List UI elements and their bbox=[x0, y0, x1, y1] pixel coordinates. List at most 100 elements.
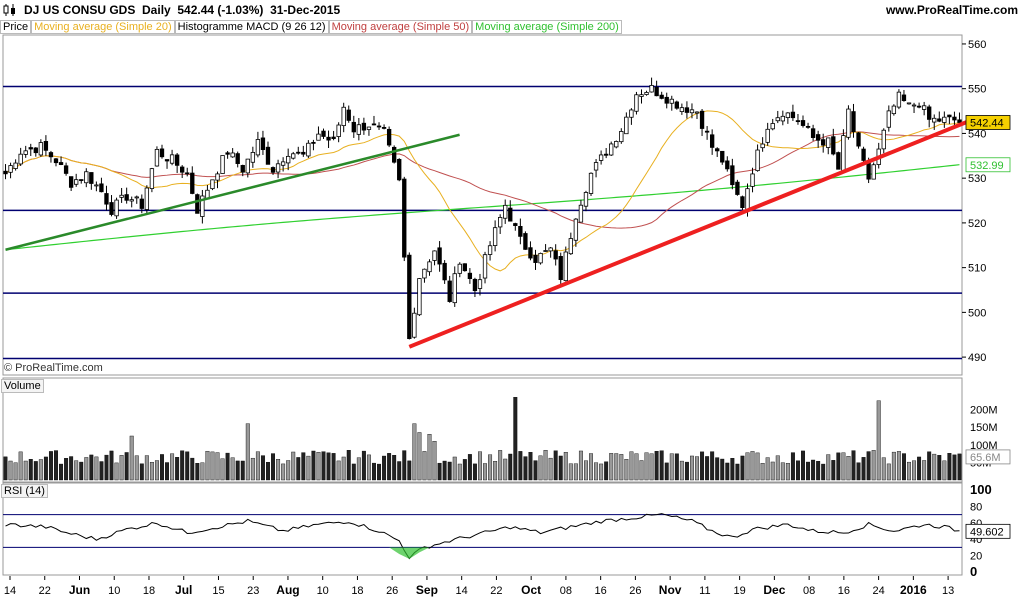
candle-body bbox=[109, 202, 114, 215]
volume-bar bbox=[89, 454, 94, 481]
volume-bar bbox=[387, 453, 392, 481]
x-tick-label: 13 bbox=[942, 585, 954, 597]
candle-body bbox=[775, 117, 780, 122]
candle-body bbox=[3, 170, 8, 175]
volume-bar bbox=[467, 454, 472, 481]
volume-bar bbox=[679, 460, 684, 481]
volume-bar bbox=[578, 450, 583, 481]
trend-line bbox=[408, 115, 981, 349]
volume-bar bbox=[144, 455, 149, 481]
price-tag-label: 532.99 bbox=[970, 160, 1004, 172]
candle-body bbox=[185, 172, 190, 175]
volume-bar bbox=[765, 457, 770, 481]
volume-bar bbox=[604, 461, 609, 481]
volume-bar bbox=[689, 455, 694, 481]
x-tick-label: Sep bbox=[416, 583, 438, 597]
volume-bar bbox=[260, 455, 265, 481]
volume-bar bbox=[442, 460, 447, 481]
volume-bar bbox=[720, 458, 725, 481]
candle-body bbox=[38, 142, 44, 156]
candle-body bbox=[467, 272, 473, 280]
candle-body bbox=[351, 121, 356, 133]
candle-body bbox=[114, 199, 119, 217]
volume-bar bbox=[170, 453, 175, 481]
volume-bar bbox=[649, 453, 654, 481]
volume-bar bbox=[821, 463, 826, 481]
candle-body bbox=[169, 154, 175, 164]
volume-bar bbox=[922, 460, 927, 481]
candle-body bbox=[916, 105, 922, 108]
candle-body bbox=[275, 163, 281, 173]
volume-bar bbox=[760, 462, 765, 481]
candle-body bbox=[851, 111, 856, 133]
volume-bar bbox=[871, 450, 876, 481]
volume-bar bbox=[372, 462, 376, 481]
volume-bar bbox=[210, 451, 215, 481]
volume-bar bbox=[735, 463, 740, 481]
volume-bar bbox=[392, 455, 397, 481]
candle-body bbox=[53, 158, 59, 164]
x-tick-label: Jul bbox=[175, 583, 192, 597]
volume-bar bbox=[286, 460, 291, 481]
candle-body bbox=[306, 142, 311, 157]
candle-body bbox=[694, 111, 700, 114]
legend-item-4[interactable]: Moving average (Simple 200) bbox=[472, 20, 622, 34]
volume-bar bbox=[377, 463, 381, 481]
volume-bar bbox=[64, 458, 69, 481]
candle-body bbox=[381, 127, 387, 129]
volume-bar bbox=[896, 451, 901, 481]
candle-body bbox=[23, 150, 28, 155]
volume-bar bbox=[220, 458, 225, 481]
volume-bar bbox=[28, 459, 33, 481]
candle-body bbox=[720, 150, 725, 163]
price-tick-label: 490 bbox=[968, 352, 986, 364]
volume-bar bbox=[331, 453, 336, 481]
x-tick-label: Nov bbox=[659, 583, 682, 597]
candle-body bbox=[124, 194, 129, 201]
volume-bar bbox=[927, 451, 932, 481]
provider-site[interactable]: www.ProRealTime.com bbox=[885, 3, 1018, 17]
volume-bar bbox=[301, 452, 306, 481]
candle-body bbox=[674, 101, 679, 109]
volume-bar bbox=[785, 463, 790, 481]
volume-bar bbox=[134, 455, 139, 481]
volume-bar bbox=[841, 452, 846, 481]
candle-body bbox=[603, 153, 609, 156]
ma200-line bbox=[5, 164, 960, 251]
x-tick-label: 10 bbox=[317, 585, 329, 597]
legend-item-0[interactable]: Price bbox=[0, 20, 32, 34]
volume-bar bbox=[634, 453, 639, 481]
candle-body bbox=[376, 125, 382, 128]
legend-item-2[interactable]: Histogramme MACD (9 26 12) bbox=[174, 20, 329, 34]
volume-bar bbox=[508, 453, 513, 481]
volume-bar bbox=[276, 459, 281, 481]
candle-body bbox=[841, 135, 846, 173]
volume-bar bbox=[200, 462, 205, 481]
volume-bar bbox=[563, 451, 568, 481]
rsi-tick-label: 0 bbox=[970, 564, 977, 579]
candle-body bbox=[164, 159, 170, 162]
candle-body bbox=[331, 136, 336, 139]
candle-body bbox=[891, 105, 897, 115]
volume-bar bbox=[341, 456, 346, 481]
x-tick-label: 2016 bbox=[900, 583, 927, 597]
candle-body bbox=[644, 92, 649, 95]
legend-item-3[interactable]: Moving average (Simple 50) bbox=[328, 20, 473, 34]
volume-bar bbox=[139, 463, 144, 481]
candle-body bbox=[210, 179, 215, 190]
volume-bar bbox=[907, 461, 911, 481]
candle-body bbox=[58, 162, 64, 165]
volume-bar bbox=[154, 460, 159, 481]
legend-item-1[interactable]: Moving average (Simple 20) bbox=[31, 20, 175, 34]
volume-bar bbox=[402, 450, 407, 481]
candle-body bbox=[543, 250, 548, 252]
x-tick-label: 10 bbox=[108, 585, 120, 597]
candle-body bbox=[139, 198, 144, 209]
volume-bar bbox=[901, 453, 906, 481]
candle-body bbox=[235, 153, 240, 164]
price-tick-label: 560 bbox=[968, 39, 986, 51]
volume-bar bbox=[538, 455, 543, 481]
volume-bar bbox=[346, 450, 351, 481]
volume-bar bbox=[266, 461, 270, 481]
